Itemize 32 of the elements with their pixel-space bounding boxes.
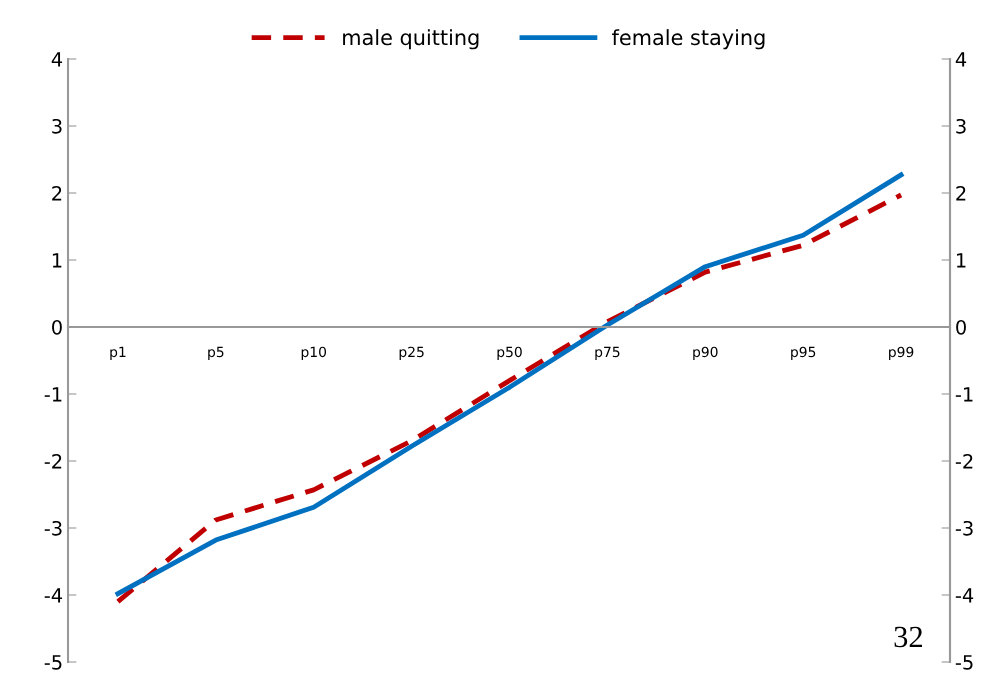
- y-tick-label: 2: [52, 185, 62, 201]
- legend-label: female staying: [612, 29, 765, 50]
- y-tick-label: 0: [52, 319, 62, 335]
- annotation: 32: [894, 626, 922, 648]
- y2-tick-label: -2: [955, 453, 973, 469]
- y-tick-label: -4: [44, 588, 63, 603]
- x-tick-label: p99: [889, 346, 914, 360]
- x-tick-label: p50: [497, 346, 522, 360]
- y-tick-label: 1: [52, 253, 62, 268]
- x-tick-label: p90: [693, 346, 718, 360]
- x-tick-label: p75: [595, 346, 620, 360]
- x-tick-label: p1: [110, 346, 126, 360]
- y-tick-label: -5: [44, 655, 62, 670]
- legend-label: male quitting: [343, 29, 479, 50]
- y-tick-label: 4: [51, 52, 63, 67]
- y2-tick-label: -3: [955, 520, 973, 536]
- y-tick-label: -1: [44, 387, 62, 402]
- y2-tick-label: -4: [955, 588, 974, 603]
- y2-tick-label: 3: [956, 118, 966, 134]
- y-tick-label: 3: [52, 118, 62, 134]
- y2-tick-label: -1: [955, 387, 973, 402]
- x-tick-label: p25: [399, 346, 424, 360]
- x-tick-label: p95: [791, 346, 816, 360]
- x-tick-label: p5: [208, 346, 224, 360]
- y-tick-label: -2: [44, 453, 62, 469]
- y2-tick-label: 1: [957, 253, 966, 268]
- y2-tick-label: 4: [955, 52, 967, 67]
- y2-tick-label: 0: [956, 319, 966, 335]
- x-tick-label: p10: [301, 346, 327, 360]
- y2-tick-label: 2: [956, 185, 966, 201]
- y2-tick-label: -5: [955, 655, 973, 670]
- y-tick-label: -3: [44, 520, 62, 536]
